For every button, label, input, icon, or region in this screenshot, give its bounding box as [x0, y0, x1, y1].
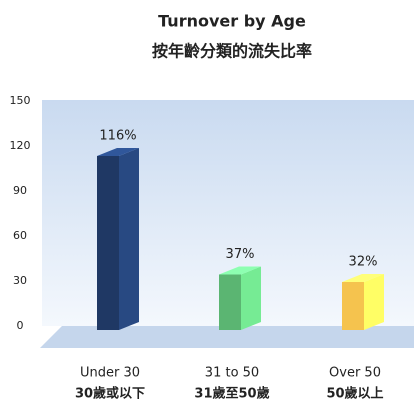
y-tick-label: 120: [10, 139, 31, 152]
bar: [97, 148, 139, 330]
bar-side: [241, 266, 261, 330]
bar: [219, 266, 261, 330]
bar-top: [219, 266, 261, 275]
bar-front: [342, 282, 364, 330]
y-tick-label: 150: [10, 94, 31, 107]
floor: [40, 326, 414, 348]
bar-front: [219, 274, 241, 330]
bar-front: [97, 156, 119, 330]
x-tick-label: Over 50: [329, 366, 381, 381]
y-tick-label: 90: [13, 184, 27, 197]
bar-top: [342, 274, 384, 282]
value-label: 37%: [226, 247, 255, 262]
value-label: 32%: [349, 255, 378, 270]
y-tick-label: 0: [17, 319, 24, 332]
chart-subtitle: 按年齡分類的流失比率: [152, 42, 312, 61]
y-tick-label: 30: [13, 274, 27, 287]
y-tick-label: 60: [13, 229, 27, 242]
bar-side: [364, 274, 384, 330]
x-tick-label: 31 to 50: [205, 366, 259, 381]
x-tick-label-zh: 31歲至50歲: [194, 386, 269, 402]
x-tick-label: Under 30: [80, 366, 140, 381]
chart-title: Turnover by Age: [158, 12, 306, 31]
bar: [342, 274, 384, 330]
value-label: 116%: [99, 129, 136, 144]
x-tick-label-zh: 50歲以上: [326, 386, 383, 402]
x-tick-label-zh: 30歲或以下: [75, 386, 145, 402]
bar-top: [97, 148, 139, 156]
bar-side: [119, 148, 139, 330]
